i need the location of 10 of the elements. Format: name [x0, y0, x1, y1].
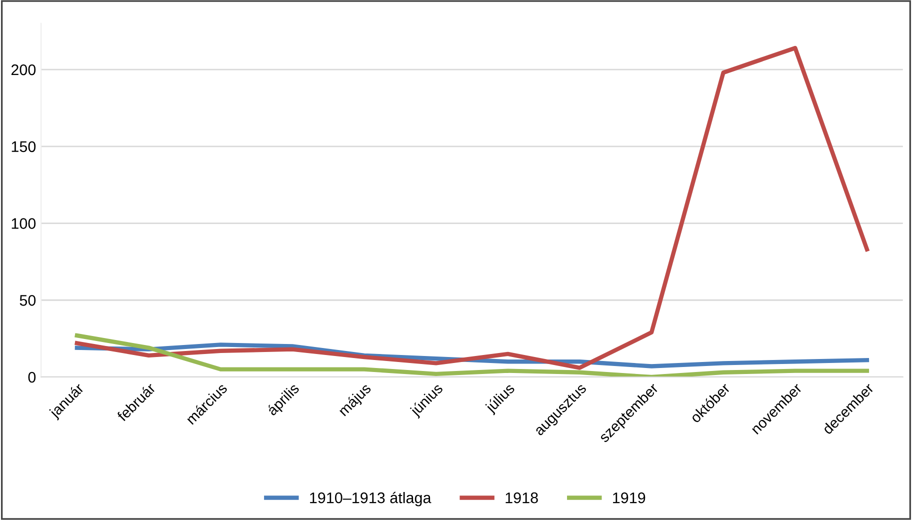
y-tick-label: 150 [12, 141, 36, 152]
legend-label: 1918 [506, 492, 538, 504]
y-tick-label: 0 [28, 372, 36, 383]
legend-label: 1910–1913 átlaga [310, 492, 432, 506]
line-series [74, 46, 870, 370]
y-tick-label: 100 [12, 218, 36, 229]
legend-label: 1919 [613, 492, 646, 504]
y-tick-label: 200 [11, 64, 36, 76]
line-series [74, 333, 870, 377]
y-tick-label: 50 [20, 295, 36, 306]
